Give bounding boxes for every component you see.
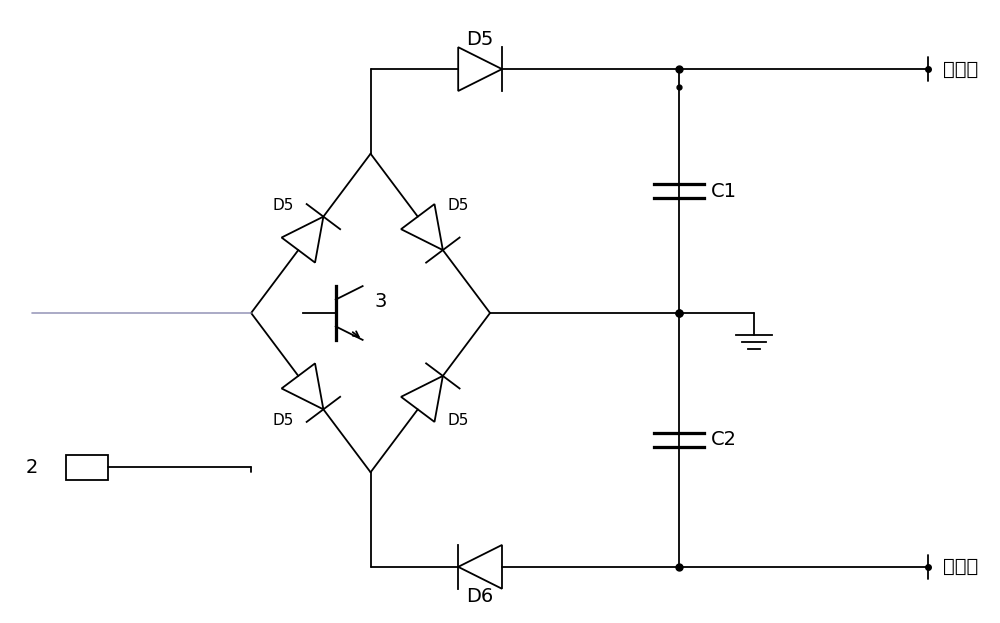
Text: D5: D5 xyxy=(272,198,294,213)
Bar xyxy=(66,455,108,480)
Text: D6: D6 xyxy=(466,587,494,606)
Text: 3: 3 xyxy=(374,292,387,310)
Text: 2: 2 xyxy=(26,458,38,477)
Text: D5: D5 xyxy=(447,413,469,428)
Text: C1: C1 xyxy=(711,181,737,201)
Text: D5: D5 xyxy=(272,413,294,428)
Text: D5: D5 xyxy=(447,198,469,213)
Text: D5: D5 xyxy=(466,30,494,49)
Text: 负母线: 负母线 xyxy=(943,558,978,576)
Text: C2: C2 xyxy=(711,430,737,449)
Text: 正母线: 正母线 xyxy=(943,60,978,78)
